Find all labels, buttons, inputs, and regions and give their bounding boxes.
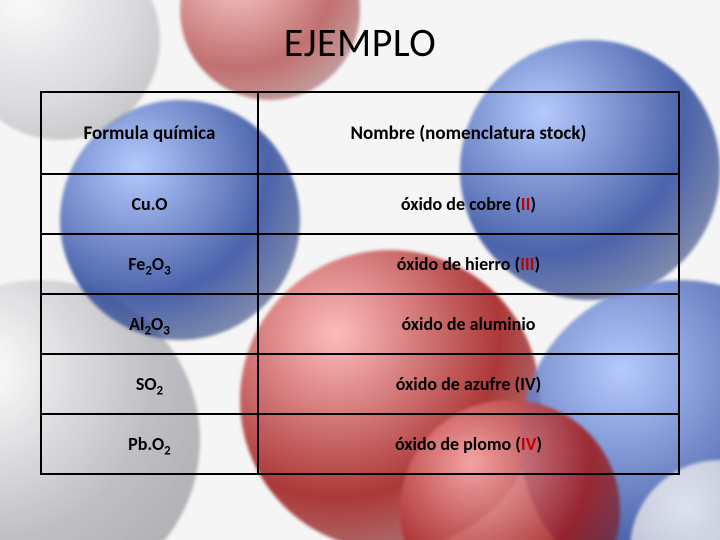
table-body: Cu.Oóxido de cobre (II)Fe2O3óxido de hie… — [41, 174, 679, 474]
name-cell: óxido de cobre (II) — [258, 174, 679, 234]
formula-cell: Cu.O — [41, 174, 258, 234]
name-cell: óxido de plomo (IV) — [258, 414, 679, 474]
formula-cell: Al2O3 — [41, 294, 258, 354]
table-row: Fe2O3óxido de hierro (III) — [41, 234, 679, 294]
col-header-formula: Formula química — [41, 92, 258, 174]
table-row: Cu.Oóxido de cobre (II) — [41, 174, 679, 234]
oxidation-state: III — [520, 253, 534, 275]
col-header-name: Nombre (nomenclatura stock) — [258, 92, 679, 174]
formula-cell: SO2 — [41, 354, 258, 414]
name-cell: óxido de hierro (III) — [258, 234, 679, 294]
table-row: Pb.O2óxido de plomo (IV) — [41, 414, 679, 474]
table-row: SO2óxido de azufre (IV) — [41, 354, 679, 414]
oxidation-state: II — [521, 193, 531, 215]
oxide-nomenclature-table: Formula química Nombre (nomenclatura sto… — [40, 91, 680, 475]
slide-content: EJEMPLO Formula química Nombre (nomencla… — [0, 0, 720, 540]
name-cell: óxido de azufre (IV) — [258, 354, 679, 414]
table-header-row: Formula química Nombre (nomenclatura sto… — [41, 92, 679, 174]
formula-cell: Pb.O2 — [41, 414, 258, 474]
oxidation-state: IV — [520, 373, 535, 395]
formula-cell: Fe2O3 — [41, 234, 258, 294]
table-row: Al2O3óxido de aluminio — [41, 294, 679, 354]
oxidation-state: IV — [521, 433, 536, 455]
name-cell: óxido de aluminio — [258, 294, 679, 354]
slide-title: EJEMPLO — [284, 18, 437, 67]
